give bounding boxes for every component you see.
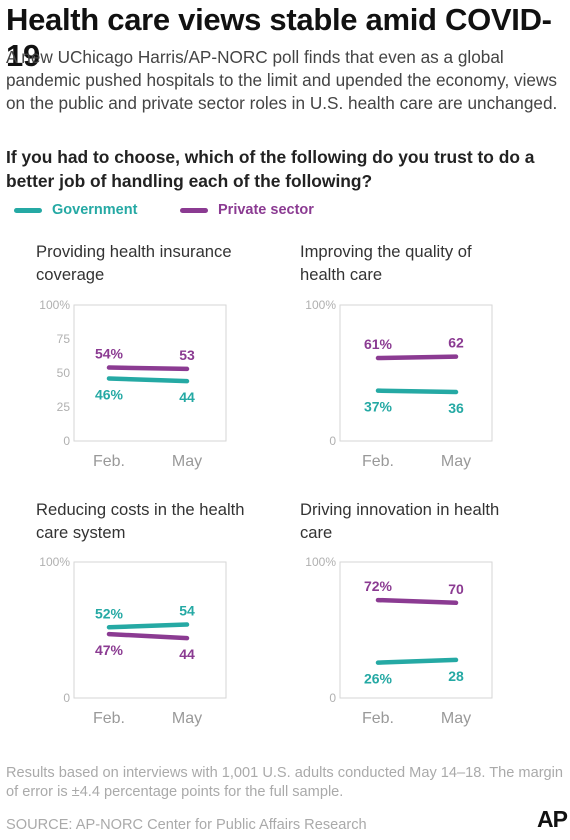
panel-title-costs: Reducing costs in the health care system <box>36 500 245 542</box>
legend-item-private: Private sector <box>180 202 314 218</box>
x-tick-label: Feb. <box>93 710 125 727</box>
series-line-government <box>375 657 459 665</box>
data-label: 46% <box>95 386 124 402</box>
x-tick-label: May <box>441 453 471 470</box>
data-label: 47% <box>95 642 124 658</box>
data-label: 72% <box>364 578 393 594</box>
data-label: 52% <box>95 605 124 621</box>
data-label: 54% <box>95 346 124 362</box>
data-label: 26% <box>364 671 393 687</box>
footnote: Results based on interviews with 1,001 U… <box>6 765 564 800</box>
x-tick-label: May <box>441 710 471 727</box>
x-tick-label: Feb. <box>362 453 394 470</box>
series-line-government <box>106 622 190 630</box>
plot-frame-insurance <box>73 304 227 442</box>
legend-label-government: Government <box>52 202 138 218</box>
plot-frame-quality <box>339 304 493 442</box>
intro-text: A new UChicago Harris/AP-NORC poll finds… <box>6 47 558 113</box>
y-tick-label: 0 <box>329 434 336 448</box>
page-title: Health care views stable amid COVID-19 <box>6 2 552 73</box>
charts-area: 100% 75 50 25 0 Feb. May 46% 44 54% 53 100% 0 Feb. May… <box>39 298 493 727</box>
panel-title-insurance: Providing health insurance coverage <box>36 242 232 284</box>
legend-swatch-government <box>14 207 42 213</box>
plot-frame-costs <box>73 561 227 699</box>
series-line-government <box>375 388 459 395</box>
survey-question: If you had to choose, which of the follo… <box>6 147 535 191</box>
y-tick-label: 75 <box>57 332 71 346</box>
series-line-private <box>375 354 459 361</box>
y-tick-label: 100% <box>39 298 70 312</box>
data-label: 28 <box>448 668 464 684</box>
panel-title-innovation: Driving innovation in health care <box>300 500 500 542</box>
series-line-private <box>375 597 459 606</box>
panel-title-quality: Improving the quality of health care <box>300 242 472 284</box>
legend-label-private: Private sector <box>218 202 314 218</box>
ap-logo: AP <box>537 806 568 832</box>
series-line-private <box>106 631 190 641</box>
y-tick-label: 0 <box>63 691 70 705</box>
data-label: 62 <box>448 335 464 351</box>
data-label: 61% <box>364 336 393 352</box>
y-tick-label: 0 <box>63 434 70 448</box>
x-tick-label: May <box>172 710 202 727</box>
y-tick-label: 100% <box>305 555 336 569</box>
legend-swatch-private <box>180 207 208 213</box>
data-label: 53 <box>179 347 195 363</box>
y-tick-label: 50 <box>57 366 71 380</box>
x-tick-label: May <box>172 453 202 470</box>
x-tick-label: Feb. <box>362 710 394 727</box>
y-tick-label: 100% <box>305 298 336 312</box>
data-label: 44 <box>179 389 195 405</box>
x-tick-label: Feb. <box>93 453 125 470</box>
source-credit: SOURCE: AP-NORC Center for Public Affair… <box>6 817 367 833</box>
series-line-private <box>106 365 190 372</box>
legend-item-government: Government <box>14 202 137 218</box>
y-tick-label: 100% <box>39 555 70 569</box>
data-label: 37% <box>364 399 393 415</box>
data-label: 36 <box>448 400 464 416</box>
plot-frame-innovation <box>339 561 493 699</box>
data-label: 44 <box>179 646 195 662</box>
data-label: 70 <box>448 581 464 597</box>
series-line-government <box>106 376 190 384</box>
y-tick-label: 25 <box>57 400 71 414</box>
data-label: 54 <box>179 603 195 619</box>
y-tick-label: 0 <box>329 691 336 705</box>
